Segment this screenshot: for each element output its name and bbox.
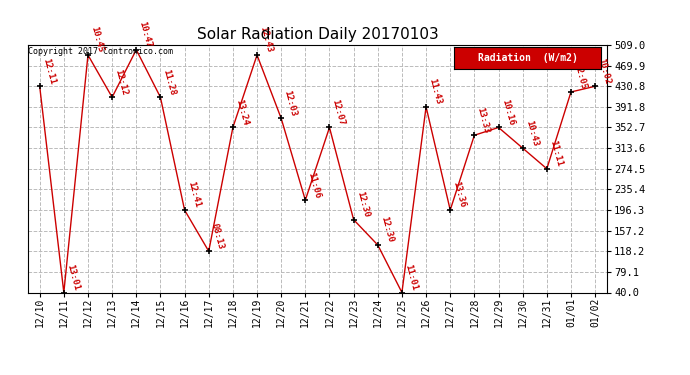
- Text: 10:43: 10:43: [524, 119, 540, 147]
- Text: 12:12: 12:12: [113, 68, 129, 96]
- Text: 11:28: 11:28: [161, 68, 177, 96]
- Text: 12:41: 12:41: [186, 181, 201, 209]
- Title: Solar Radiation Daily 20170103: Solar Radiation Daily 20170103: [197, 27, 438, 42]
- Text: 12:07: 12:07: [331, 98, 346, 126]
- Text: 11:06: 11:06: [306, 171, 322, 199]
- Text: 10:45: 10:45: [89, 26, 105, 54]
- Text: 13:01: 13:01: [65, 263, 81, 291]
- Text: 11:11: 11:11: [548, 140, 564, 168]
- Text: 10:16: 10:16: [500, 98, 515, 126]
- Text: 10:02: 10:02: [596, 57, 612, 85]
- Text: 12:30: 12:30: [379, 216, 395, 244]
- Text: 13:36: 13:36: [451, 181, 467, 209]
- Text: 11:43: 11:43: [427, 78, 443, 106]
- Text: 11:01: 11:01: [403, 263, 419, 291]
- Text: 13:24: 13:24: [234, 98, 250, 126]
- Text: 12:11: 12:11: [41, 57, 57, 85]
- Text: 12:43: 12:43: [258, 26, 274, 54]
- Text: 08:13: 08:13: [210, 222, 226, 250]
- Text: 10:47: 10:47: [137, 20, 153, 49]
- Text: 12:30: 12:30: [355, 190, 371, 219]
- Text: 13:33: 13:33: [475, 106, 491, 134]
- Text: 12:03: 12:03: [282, 89, 298, 117]
- Text: Copyright 2017 Contronico.com: Copyright 2017 Contronico.com: [28, 48, 173, 57]
- Text: 12:05: 12:05: [572, 63, 588, 91]
